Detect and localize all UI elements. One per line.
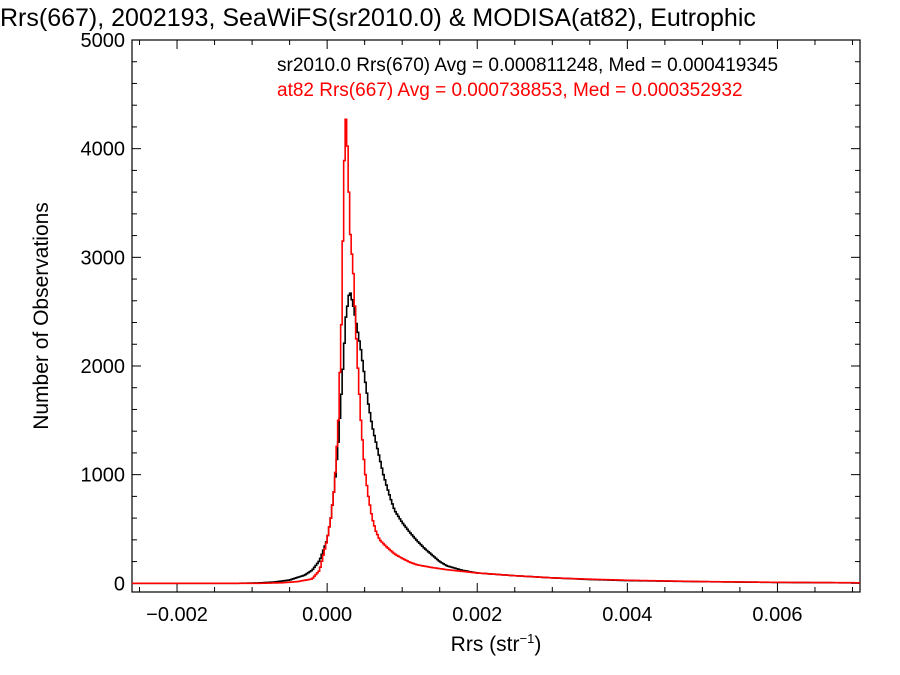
series-line-modisa bbox=[132, 118, 860, 585]
legend: sr2010.0 Rrs(670) Avg = 0.000811248, Med… bbox=[277, 55, 778, 101]
x-axis-label-sup: −1 bbox=[520, 631, 535, 646]
y-tick-label: 1000 bbox=[81, 465, 126, 487]
x-tick-label: 0.006 bbox=[752, 604, 802, 626]
legend-entry-srwifs: sr2010.0 Rrs(670) Avg = 0.000811248, Med… bbox=[277, 55, 778, 76]
chart-title: Rrs(667), 2002193, SeaWiFS(sr2010.0) & M… bbox=[0, 4, 756, 32]
x-tick-label: −0.002 bbox=[146, 604, 208, 626]
y-tick-label: 4000 bbox=[81, 139, 126, 161]
series-layer bbox=[132, 118, 860, 585]
x-tick-label: 0.004 bbox=[602, 604, 652, 626]
y-tick-label: 3000 bbox=[81, 247, 126, 269]
x-axis-label-end: ) bbox=[534, 633, 541, 656]
plot-border bbox=[131, 39, 861, 593]
x-tick-label: 0.002 bbox=[452, 604, 502, 626]
x-axis-label: Rrs (str−1) bbox=[451, 631, 542, 656]
x-axis-label-text: Rrs (str bbox=[451, 633, 520, 656]
y-tick-label: 0 bbox=[114, 573, 125, 595]
series-line-seawifs bbox=[132, 292, 860, 585]
y-tick-label: 5000 bbox=[81, 30, 126, 52]
y-tick-label: 2000 bbox=[81, 356, 126, 378]
x-tick-label: 0.000 bbox=[302, 604, 352, 626]
plot-area bbox=[131, 39, 861, 593]
y-axis-label: Number of Observations bbox=[30, 202, 53, 430]
axis-ticks: −0.002 0.000 0.002 0.004 0.006 0 1000 2000 3000 4… bbox=[81, 30, 860, 626]
legend-entry-modisa: at82 Rrs(667) Avg = 0.000738853, Med = 0… bbox=[277, 80, 743, 101]
